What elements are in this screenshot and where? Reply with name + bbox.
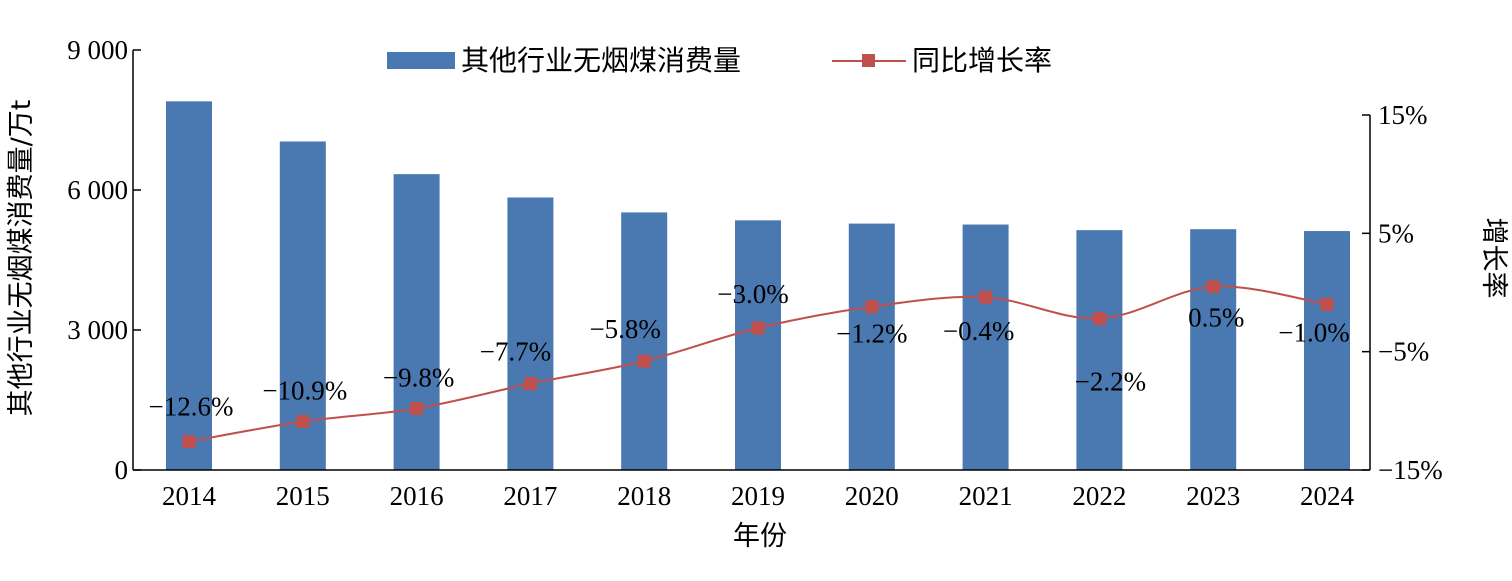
growth-label-2017: −7.7% [480, 337, 551, 367]
legend: 其他行业无烟煤消费量 同比增长率 [387, 44, 1052, 77]
growth-label-2021: −0.4% [943, 316, 1014, 346]
growth-label-2020: −1.2% [836, 319, 907, 349]
x-tick-label-2018: 2018 [617, 481, 671, 511]
y-tick-label: 9 000 [67, 35, 128, 65]
bar-2020 [848, 223, 895, 470]
legend-line-label: 同比增长率 [912, 44, 1052, 77]
growth-marker-2016 [410, 401, 424, 415]
growth-label-2014: −12.6% [149, 392, 234, 422]
growth-marker-2023 [1206, 280, 1220, 294]
growth-label-2023: 0.5% [1188, 303, 1244, 333]
bars-layer [166, 101, 1350, 470]
bar-2023 [1190, 229, 1237, 470]
growth-label-2015: −10.9% [262, 375, 347, 405]
bar-2024 [1304, 231, 1350, 470]
growth-marker-2019 [751, 321, 765, 335]
x-tick-label-2023: 2023 [1186, 481, 1240, 511]
growth-marker-2014 [182, 435, 196, 449]
legend-bar-label: 其他行业无烟煤消费量 [461, 44, 741, 77]
growth-marker-2024 [1320, 297, 1334, 311]
x-tick-label-2016: 2016 [390, 481, 444, 511]
growth-label-2018: −5.8% [589, 314, 660, 344]
y2-axis-title: 增长率 [1478, 218, 1509, 299]
growth-marker-2022 [1092, 312, 1106, 326]
y-tick-label: 6 000 [67, 175, 128, 205]
legend-bar-swatch [387, 52, 455, 69]
growth-label-2019: −3.0% [717, 279, 788, 309]
y2-tick-label: −15% [1378, 455, 1443, 485]
bar-2022 [1076, 230, 1123, 470]
x-tick-label-2015: 2015 [276, 481, 330, 511]
growth-line-layer [182, 280, 1334, 449]
y2-tick-label: 15% [1378, 100, 1428, 130]
growth-label-2016: −9.8% [383, 362, 454, 392]
data-labels-layer: −12.6% −10.9% −9.8% −7.7% −5.8% −3.0% −1.2% −0.… [149, 279, 1350, 422]
growth-marker-2021 [979, 290, 993, 304]
bar-2018 [621, 212, 668, 470]
growth-label-2024: −1.0% [1278, 317, 1349, 347]
growth-marker-2018 [637, 354, 651, 368]
bar-2021 [962, 224, 1009, 470]
bar-2019 [735, 220, 781, 470]
y-tick-label: 0 [115, 455, 129, 485]
bar-2014 [166, 101, 212, 470]
x-tick-label-2020: 2020 [845, 481, 899, 511]
x-tick-label-2019: 2019 [731, 481, 785, 511]
x-tick-label-2017: 2017 [503, 481, 557, 511]
x-axis-title: 年份 [733, 521, 787, 552]
axes-layer: 0 3 000 6 000 9 000 −15% −5% 5% 15% 2014 2015 2016… [67, 35, 1442, 511]
growth-label-2022: −2.2% [1075, 367, 1146, 397]
y-tick-label: 3 000 [67, 315, 128, 345]
growth-marker-2015 [296, 414, 310, 428]
bar-2016 [393, 174, 440, 470]
x-tick-label-2014: 2014 [162, 481, 217, 511]
y2-tick-label: 5% [1378, 218, 1414, 248]
legend-line-marker [862, 54, 875, 67]
y2-tick-label: −5% [1378, 337, 1429, 367]
x-tick-label-2021: 2021 [959, 481, 1013, 511]
x-tick-label-2022: 2022 [1072, 481, 1126, 511]
growth-marker-2020 [865, 300, 879, 314]
growth-marker-2017 [523, 377, 537, 391]
bar-2017 [507, 197, 554, 470]
y-axis-title: 其他行业无烟煤消费量/万t [6, 100, 37, 417]
x-tick-label-2024: 2024 [1300, 481, 1355, 511]
